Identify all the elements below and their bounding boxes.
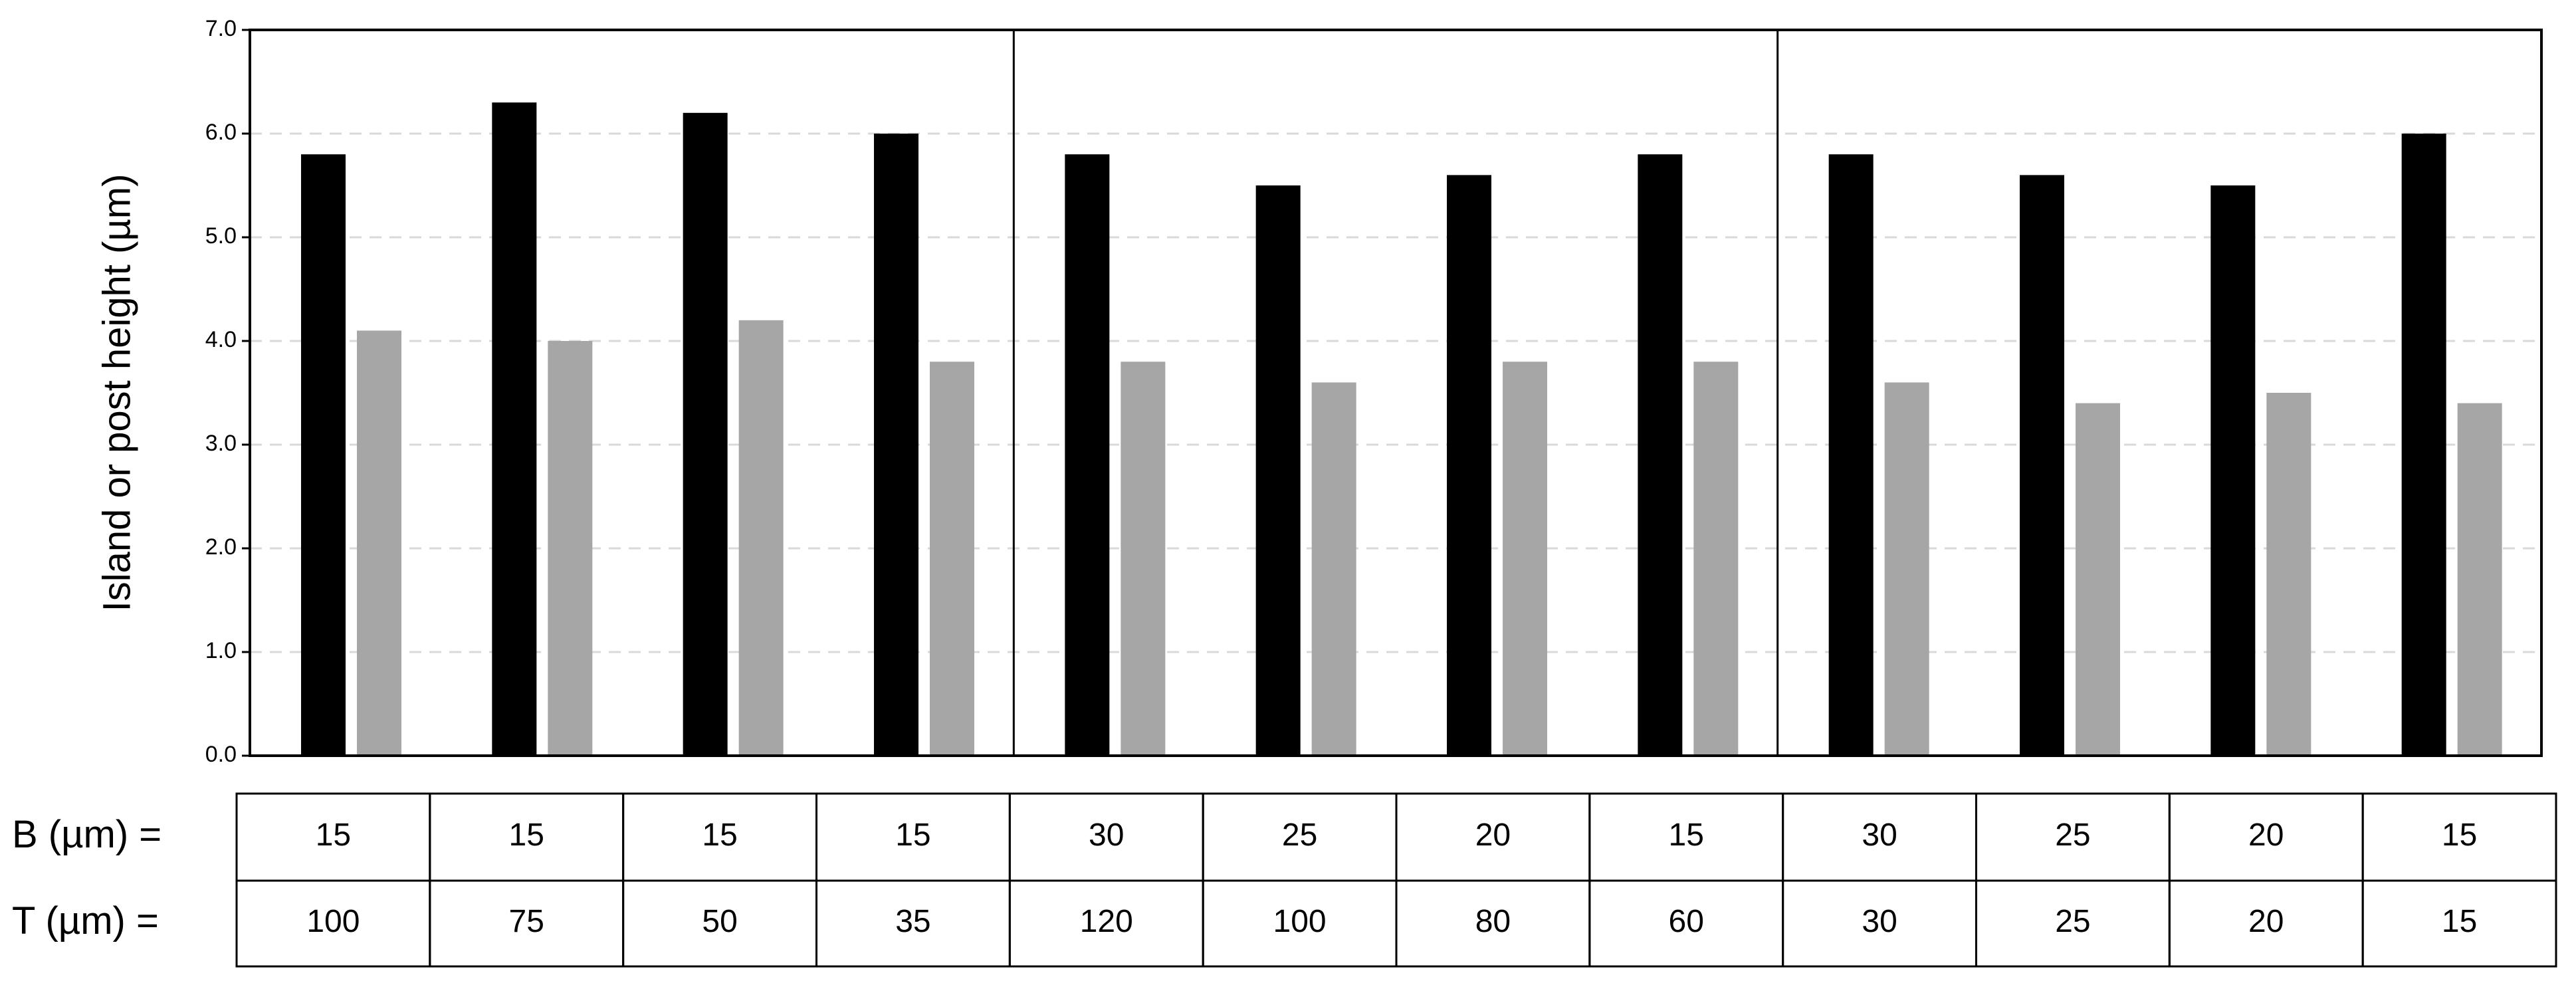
- bar: [930, 362, 974, 756]
- bar: [2020, 175, 2064, 756]
- bar: [738, 320, 784, 756]
- bar: [1065, 154, 1110, 756]
- bar: [1828, 154, 1874, 756]
- table-value: 15: [702, 818, 737, 853]
- bar: [301, 154, 346, 756]
- table-value: 20: [2248, 904, 2284, 939]
- y-axis-label: Island or post height (µm): [95, 174, 138, 612]
- table-value: 15: [2442, 818, 2477, 853]
- bar: [1693, 362, 1739, 756]
- table-value: 15: [509, 818, 544, 853]
- row-label: T (µm) =: [12, 899, 159, 942]
- table-value: 30: [1862, 904, 1897, 939]
- table-value: 15: [895, 818, 930, 853]
- bar: [492, 102, 537, 756]
- table-value: 50: [702, 904, 737, 939]
- table-value: 20: [2248, 818, 2284, 853]
- table-value: 80: [1475, 904, 1511, 939]
- table-value: 120: [1080, 904, 1133, 939]
- y-tick-label: 7.0: [205, 16, 237, 41]
- bar: [357, 330, 401, 756]
- table-value: 100: [306, 904, 360, 939]
- bar: [1447, 175, 1491, 756]
- bar: [548, 341, 593, 756]
- bar: [2076, 403, 2120, 756]
- y-tick-label: 0.0: [205, 742, 237, 767]
- table-value: 25: [2055, 904, 2090, 939]
- table-value: 30: [1089, 818, 1124, 853]
- y-tick-label: 6.0: [205, 120, 237, 145]
- table-value: 100: [1273, 904, 1327, 939]
- table-value: 30: [1862, 818, 1897, 853]
- bar: [2210, 185, 2256, 756]
- y-tick-label: 5.0: [205, 223, 237, 249]
- y-tick-label: 1.0: [205, 638, 237, 663]
- bar: [1503, 362, 1547, 756]
- table-value: 15: [2442, 904, 2477, 939]
- plot-frame: [249, 29, 2543, 757]
- table-value: 15: [316, 818, 351, 853]
- table-value: 25: [2055, 818, 2090, 853]
- table-cell: [2361, 879, 2557, 968]
- table-value: 60: [1669, 904, 1704, 939]
- table-value: 35: [895, 904, 930, 939]
- bar: [1884, 382, 1929, 756]
- bar: [1255, 185, 1301, 756]
- bar: [874, 134, 918, 756]
- table-value: 25: [1282, 818, 1317, 853]
- table-value: 15: [1669, 818, 1704, 853]
- table-value: 75: [509, 904, 544, 939]
- row-label: B (µm) =: [12, 813, 161, 856]
- bar: [683, 112, 728, 756]
- table-value: 20: [1475, 818, 1511, 853]
- bar: [1311, 382, 1356, 756]
- y-tick-label: 4.0: [205, 327, 237, 352]
- y-tick-label: 3.0: [205, 431, 237, 456]
- bar: [1121, 362, 1166, 756]
- y-tick-label: 2.0: [205, 534, 237, 560]
- bar: [2457, 403, 2502, 756]
- bar: [2401, 134, 2446, 756]
- bar: [1638, 154, 1683, 756]
- bar: [2266, 393, 2311, 756]
